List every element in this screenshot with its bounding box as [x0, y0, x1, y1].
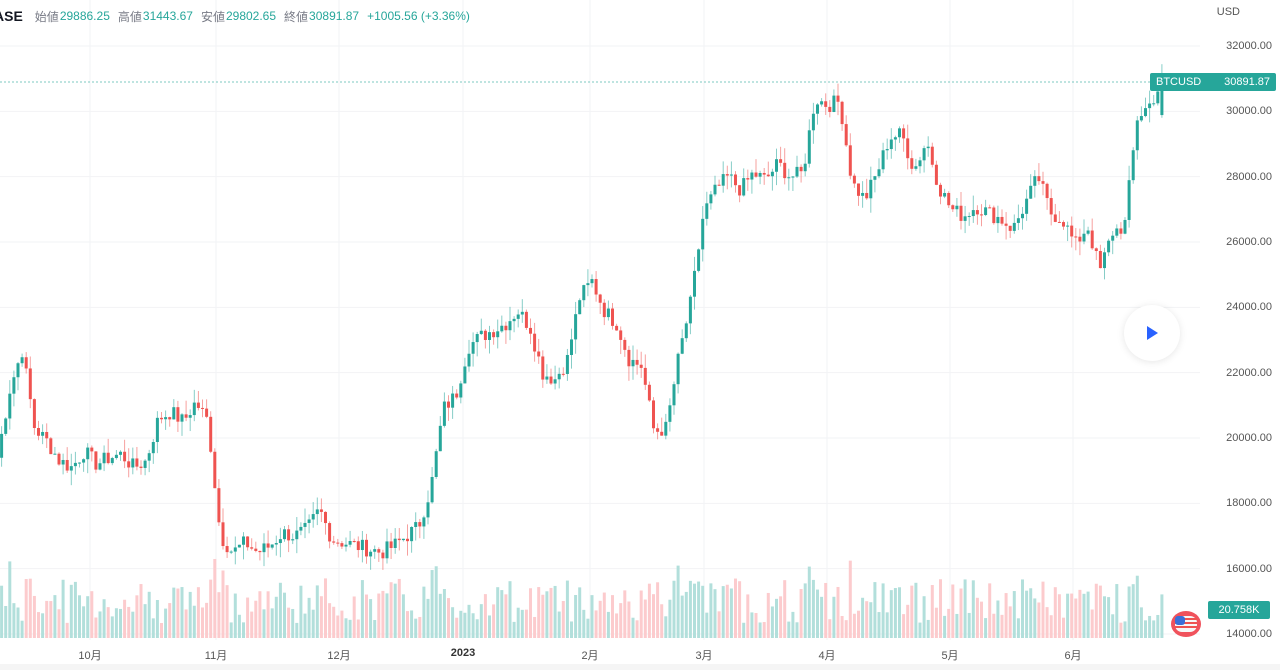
time-tick: 10月 [78, 650, 102, 662]
ohlc-legend: ASE 始値 29886.25 高値 31443.67 安値 29802.65 … [0, 6, 470, 26]
price-tick: 28000.00 [1226, 170, 1272, 183]
time-tick: 11月 [204, 650, 228, 662]
price-tag-symbol: BTCUSD [1156, 76, 1202, 88]
volume-tag: 20.758K [1208, 601, 1270, 619]
time-tick: 2023 [450, 647, 476, 659]
open-label: 始値 [34, 9, 59, 24]
open-value: 29886.25 [59, 9, 110, 23]
time-tick: 2月 [581, 650, 599, 662]
us-flag-icon[interactable] [1171, 611, 1201, 637]
price-tick: 18000.00 [1226, 497, 1272, 510]
price-tag-value: 30891.87 [1224, 76, 1270, 88]
close-label: 終値 [284, 9, 309, 24]
play-icon [1147, 326, 1158, 340]
price-tick: 32000.00 [1226, 40, 1272, 52]
bottom-edge [0, 664, 1280, 670]
time-tick: 4月 [818, 650, 836, 662]
low-label: 安値 [200, 9, 225, 24]
price-tick: 20000.00 [1226, 432, 1272, 444]
time-tick: 3月 [695, 650, 713, 662]
price-tick: 16000.00 [1226, 562, 1272, 575]
currency-label[interactable]: USD [1216, 6, 1240, 18]
price-tick: 24000.00 [1226, 301, 1272, 314]
high-value: 31443.67 [142, 9, 193, 23]
symbol-exchange[interactable]: ASE [0, 8, 23, 24]
time-tick: 6月 [1064, 650, 1082, 662]
price-tick: 26000.00 [1226, 236, 1272, 248]
low-value: 29802.65 [225, 9, 277, 23]
time-tick: 5月 [941, 650, 959, 662]
price-tick: 14000.00 [1226, 628, 1272, 640]
go-to-realtime-button[interactable] [1124, 305, 1180, 361]
flag-glyph [1175, 616, 1197, 632]
change-value: +1005.56 (+3.36%) [367, 9, 470, 23]
price-tick: 22000.00 [1226, 366, 1272, 379]
high-label: 高値 [117, 9, 142, 24]
price-tick: 30000.00 [1226, 105, 1272, 118]
volume-tag-value: 20.758K [1218, 604, 1260, 616]
time-tick: 12月 [327, 650, 351, 662]
last-price-tag: BTCUSD 30891.87 [1150, 73, 1276, 91]
close-value: 30891.87 [309, 9, 360, 23]
